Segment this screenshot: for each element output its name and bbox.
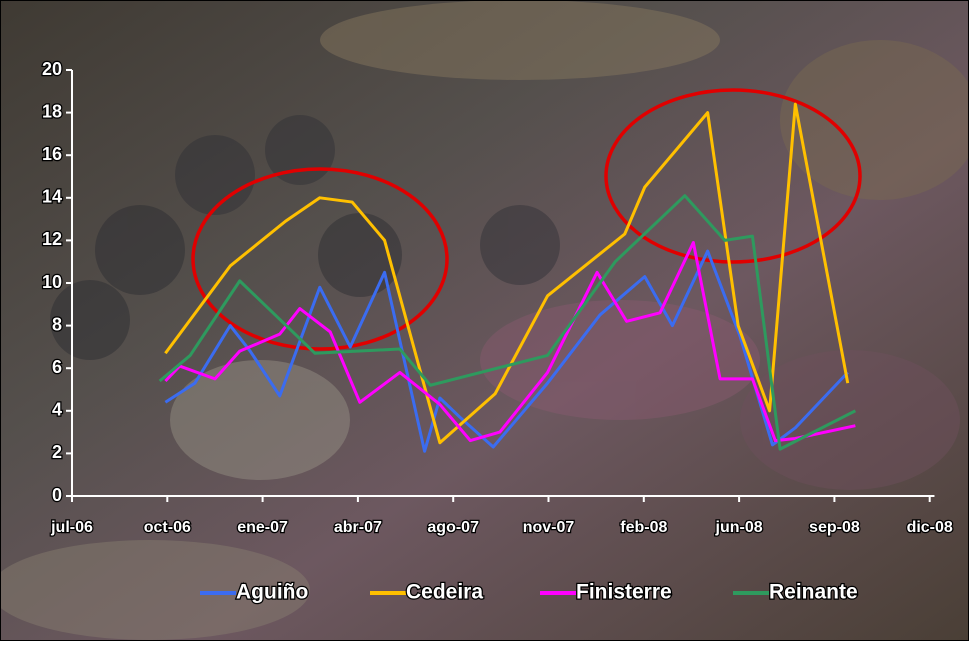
x-tick-label: dic-08 bbox=[907, 519, 953, 536]
legend-label: Aguiño bbox=[236, 581, 308, 604]
y-tick-label: 8 bbox=[52, 314, 62, 334]
y-tick-label: 16 bbox=[42, 144, 62, 164]
y-tick-label: 18 bbox=[42, 101, 62, 121]
x-tick-label: oct-06 bbox=[144, 519, 191, 536]
y-tick-label: 4 bbox=[52, 400, 62, 420]
y-tick-label: 10 bbox=[42, 272, 62, 292]
x-tick-label: ago-07 bbox=[427, 519, 479, 536]
y-tick-label: 12 bbox=[42, 229, 62, 249]
y-tick-label: 0 bbox=[52, 485, 62, 505]
y-tick-label: 6 bbox=[52, 357, 62, 377]
legend-label: Finisterre bbox=[576, 581, 672, 604]
x-tick-label: abr-07 bbox=[334, 519, 382, 536]
x-tick-label: ene-07 bbox=[237, 519, 288, 536]
x-tick-label: sep-08 bbox=[809, 519, 860, 536]
x-tick-label: jul-06 bbox=[50, 519, 93, 536]
y-tick-label: 20 bbox=[42, 59, 62, 79]
x-tick-label: feb-08 bbox=[620, 519, 667, 536]
x-tick-label: jun-08 bbox=[715, 519, 763, 536]
legend-label: Reinante bbox=[769, 581, 858, 604]
legend-label: Cedeira bbox=[406, 581, 483, 604]
y-tick-label: 14 bbox=[42, 187, 62, 207]
y-tick-label: 2 bbox=[52, 442, 62, 462]
x-tick-label: nov-07 bbox=[523, 519, 575, 536]
chart: 0 2 4 6 8 10 12 14 16 18 20 jul-06 oct-06 ene-07 abr-0… bbox=[0, 0, 969, 641]
